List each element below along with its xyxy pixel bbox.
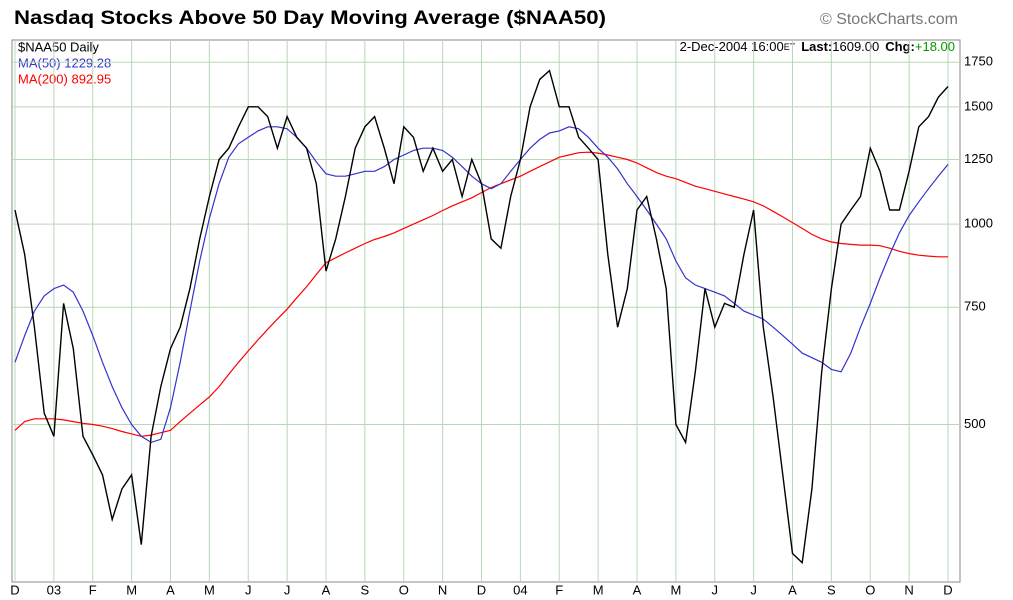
y-tick-label: 750 — [964, 299, 986, 314]
chart-title: Nasdaq Stocks Above 50 Day Moving Averag… — [14, 8, 606, 29]
credit: © StockCharts.com — [820, 11, 958, 28]
x-tick-label: O — [399, 582, 409, 597]
y-tick-label: 1000 — [964, 216, 993, 231]
x-tick-label: M — [204, 582, 215, 597]
x-tick-label: F — [89, 582, 97, 597]
legend-entry: MA(200) 892.95 — [18, 71, 111, 86]
x-tick-label: M — [670, 582, 681, 597]
x-tick-label: D — [477, 582, 486, 597]
x-tick-label: A — [322, 582, 331, 597]
x-tick-label: N — [904, 582, 913, 597]
x-tick-label: 03 — [47, 582, 61, 597]
series-line — [14, 69, 949, 565]
x-tick-label: M — [593, 582, 604, 597]
x-tick-label: S — [827, 582, 836, 597]
plot-area — [11, 39, 961, 583]
x-tick-label: J — [712, 582, 719, 597]
x-tick-label: D — [943, 582, 952, 597]
x-tick-label: A — [788, 582, 797, 597]
y-tick-label: 1750 — [964, 54, 993, 69]
tz: ET — [784, 42, 796, 52]
x-tick-label: D — [10, 582, 19, 597]
x-tick-label: O — [865, 582, 875, 597]
chg-label: Chg: — [885, 39, 915, 54]
legend-entry: MA(50) 1229.28 — [18, 55, 111, 70]
x-tick-label: A — [166, 582, 175, 597]
date: 2-Dec-2004 16:00 — [680, 39, 784, 54]
y-tick-label: 1250 — [964, 151, 993, 166]
series-label: $NAA50 Daily — [18, 39, 99, 54]
y-tick-label: 500 — [964, 416, 986, 431]
x-tick-label: J — [245, 582, 252, 597]
chg: +18.00 — [915, 39, 955, 54]
x-tick-label: S — [361, 582, 370, 597]
x-tick-label: F — [555, 582, 563, 597]
x-tick-label: N — [438, 582, 447, 597]
info-line: 2-Dec-2004 16:00ET Last:1609.00 Chg:+18.00 — [680, 39, 955, 54]
x-tick-label: J — [750, 582, 757, 597]
last: 1609.00 — [832, 39, 879, 54]
last-label: Last: — [801, 39, 832, 54]
x-tick-label: J — [284, 582, 291, 597]
y-tick-label: 1500 — [964, 98, 993, 113]
x-tick-label: 04 — [513, 582, 527, 597]
x-tick-label: A — [633, 582, 642, 597]
x-tick-label: M — [126, 582, 137, 597]
series-line — [14, 151, 948, 437]
